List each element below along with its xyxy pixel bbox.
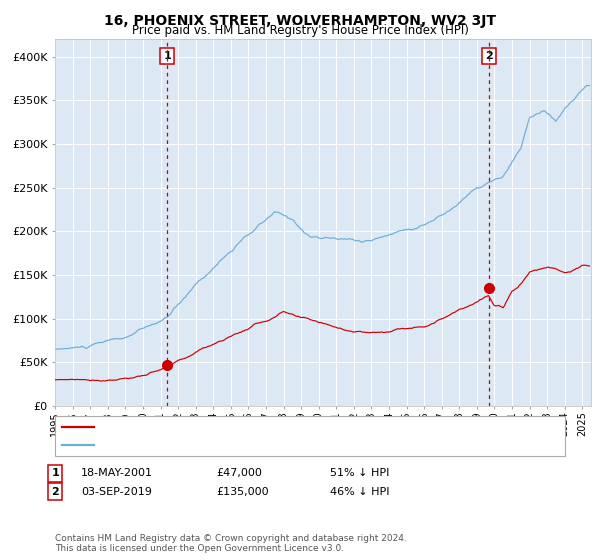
Text: Contains HM Land Registry data © Crown copyright and database right 2024.
This d: Contains HM Land Registry data © Crown c… bbox=[55, 534, 407, 553]
Text: 03-SEP-2019: 03-SEP-2019 bbox=[81, 487, 152, 497]
Text: £135,000: £135,000 bbox=[216, 487, 269, 497]
Text: 2: 2 bbox=[485, 51, 493, 60]
Text: 2: 2 bbox=[52, 487, 59, 497]
Text: £47,000: £47,000 bbox=[216, 468, 262, 478]
Text: 18-MAY-2001: 18-MAY-2001 bbox=[81, 468, 153, 478]
Text: 16, PHOENIX STREET, WOLVERHAMPTON, WV2 3JT: 16, PHOENIX STREET, WOLVERHAMPTON, WV2 3… bbox=[104, 14, 496, 28]
Text: 1: 1 bbox=[163, 51, 171, 60]
Text: HPI: Average price, detached house, Wolverhampton: HPI: Average price, detached house, Wolv… bbox=[98, 440, 362, 450]
Text: 51% ↓ HPI: 51% ↓ HPI bbox=[330, 468, 389, 478]
Text: Price paid vs. HM Land Registry's House Price Index (HPI): Price paid vs. HM Land Registry's House … bbox=[131, 24, 469, 37]
Text: 1: 1 bbox=[52, 468, 59, 478]
Text: 46% ↓ HPI: 46% ↓ HPI bbox=[330, 487, 389, 497]
Text: 16, PHOENIX STREET, WOLVERHAMPTON, WV2 3JT (detached house): 16, PHOENIX STREET, WOLVERHAMPTON, WV2 3… bbox=[98, 422, 440, 432]
